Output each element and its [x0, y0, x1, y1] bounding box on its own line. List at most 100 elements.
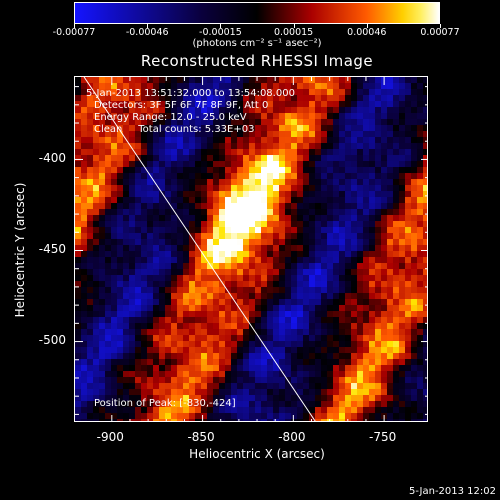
heatmap-cell [327, 365, 333, 371]
heatmap-cell [81, 113, 87, 119]
heatmap-cell [315, 83, 321, 89]
heatmap-cell [357, 167, 363, 173]
heatmap-cell [135, 317, 141, 323]
heatmap-cell [327, 389, 333, 395]
heatmap-cell [117, 161, 123, 167]
heatmap-cell [303, 197, 309, 203]
heatmap-cell [375, 257, 381, 263]
heatmap-cell [189, 323, 195, 329]
heatmap-cell [411, 203, 417, 209]
heatmap-cell [177, 203, 183, 209]
heatmap-cell [123, 173, 129, 179]
y-axis-tick [425, 195, 427, 197]
heatmap-cell [75, 173, 81, 179]
heatmap-cell [87, 101, 93, 107]
heatmap-cell [387, 341, 393, 347]
heatmap-cell [333, 185, 339, 191]
heatmap-cell [363, 179, 369, 185]
heatmap-cell [75, 335, 81, 341]
heatmap-cell [405, 383, 411, 389]
heatmap-cell [105, 209, 111, 215]
heatmap-cell [93, 227, 99, 233]
heatmap-cell [351, 143, 357, 149]
heatmap-cell [291, 137, 297, 143]
heatmap-cell [399, 245, 405, 251]
heatmap-cell [399, 167, 405, 173]
heatmap-cell [123, 299, 129, 305]
heatmap-cell [87, 113, 93, 119]
colorbar-tick-label: 0.00046 [347, 27, 387, 38]
heatmap-cell [399, 419, 405, 421]
heatmap-cell [417, 305, 423, 311]
heatmap-cell [255, 305, 261, 311]
heatmap-cell [369, 359, 375, 365]
heatmap-cell [267, 335, 273, 341]
heatmap-cell [261, 359, 267, 365]
heatmap-cell [321, 407, 327, 413]
heatmap-cell [423, 113, 427, 119]
heatmap-cell [405, 287, 411, 293]
heatmap-cell [189, 221, 195, 227]
heatmap-cell [153, 161, 159, 167]
heatmap-cell [153, 107, 159, 113]
heatmap-cell [333, 209, 339, 215]
heatmap-cell [75, 149, 81, 155]
heatmap-cell [309, 335, 315, 341]
heatmap-cell [345, 179, 351, 185]
heatmap-cell [297, 245, 303, 251]
heatmap-cell [369, 191, 375, 197]
heatmap-cell [231, 95, 237, 101]
heatmap-cell [147, 191, 153, 197]
x-axis-tick [129, 419, 131, 421]
heatmap-cell [225, 305, 231, 311]
heatmap-cell [261, 269, 267, 275]
heatmap-cell [117, 353, 123, 359]
heatmap-cell [261, 221, 267, 227]
heatmap-cell [171, 305, 177, 311]
heatmap-cell [255, 215, 261, 221]
heatmap-cell [123, 197, 129, 203]
heatmap-cell [93, 377, 99, 383]
heatmap-cell [399, 365, 405, 371]
heatmap-cell [81, 407, 87, 413]
heatmap-cell [219, 407, 225, 413]
heatmap-cell [405, 263, 411, 269]
heatmap-cell [219, 275, 225, 281]
heatmap-cell [237, 101, 243, 107]
heatmap-cell [327, 179, 333, 185]
heatmap-cell [81, 347, 87, 353]
heatmap-cell [207, 197, 213, 203]
heatmap-cell [135, 281, 141, 287]
heatmap-cell [231, 107, 237, 113]
heatmap-cell [237, 77, 243, 83]
heatmap-cell [171, 281, 177, 287]
y-axis-tick [425, 395, 427, 397]
heatmap-cell [237, 89, 243, 95]
heatmap-cell [279, 281, 285, 287]
heatmap-cell [369, 77, 375, 83]
heatmap-cell [309, 119, 315, 125]
heatmap-cell [81, 335, 87, 341]
heatmap-cell [219, 173, 225, 179]
heatmap-cell [195, 287, 201, 293]
heatmap-cell [375, 239, 381, 245]
heatmap-cell [411, 179, 417, 185]
info-energy: Energy Range: 12.0 - 25.0 keV [94, 112, 247, 123]
heatmap-cell [231, 383, 237, 389]
heatmap-cell [375, 365, 381, 371]
heatmap-cell [393, 239, 399, 245]
heatmap-cell [279, 275, 285, 281]
heatmap-cell [117, 221, 123, 227]
heatmap-cell [225, 233, 231, 239]
heatmap-cell [189, 407, 195, 413]
heatmap-cell [405, 413, 411, 419]
heatmap-cell [339, 197, 345, 203]
heatmap-cell [195, 101, 201, 107]
info-clean: Clean Total counts: 5.33E+03 [94, 124, 255, 135]
heatmap-cell [207, 287, 213, 293]
heatmap-cell [327, 167, 333, 173]
heatmap-cell [117, 101, 123, 107]
heatmap-cell [369, 341, 375, 347]
heatmap-cell [147, 281, 153, 287]
heatmap-cell [117, 155, 123, 161]
